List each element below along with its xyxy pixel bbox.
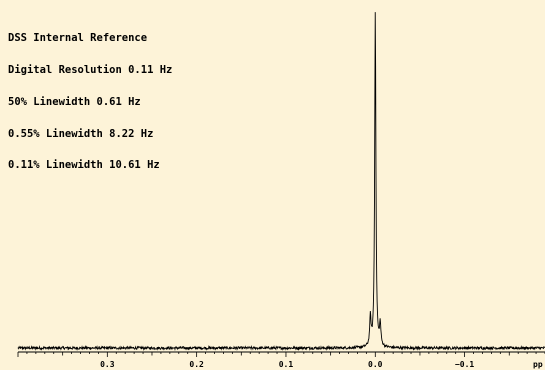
- annotation-50pct-linewidth: 50% Linewidth 0.61 Hz: [8, 95, 141, 108]
- x-tick-label: 0.0: [368, 360, 383, 369]
- annotation-block: DSS Internal Reference Digital Resolutio…: [8, 12, 172, 192]
- annotation-digital-resolution: Digital Resolution 0.11 Hz: [8, 63, 173, 76]
- x-tick-label: 0.3: [100, 360, 115, 369]
- spectrum-line: [17, 12, 545, 351]
- x-tick-label: 0.2: [189, 360, 204, 369]
- annotation-055pct-linewidth: 0.55% Linewidth 8.22 Hz: [8, 127, 154, 140]
- annotation-title: DSS Internal Reference: [8, 32, 148, 45]
- x-tick-label: 0.1: [279, 360, 294, 369]
- x-tick-label: −0.1: [455, 360, 474, 369]
- x-ticks: 0.3 0.2 0.1 0.0 −0.1: [17, 352, 545, 369]
- annotation-011pct-linewidth: 0.11% Linewidth 10.61 Hz: [8, 159, 160, 172]
- x-axis-label: pp: [533, 360, 543, 369]
